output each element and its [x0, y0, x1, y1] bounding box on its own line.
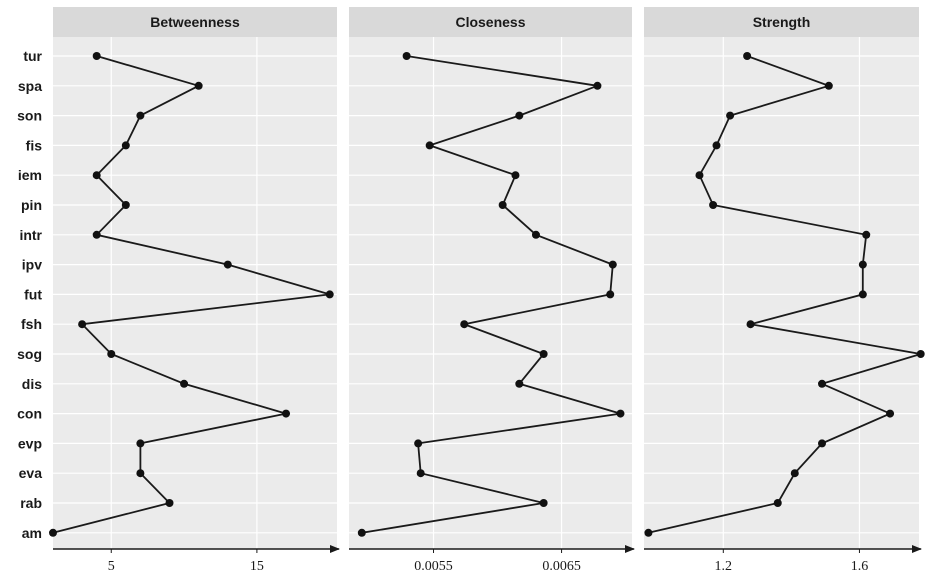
data-point-con: [616, 409, 625, 418]
panel-background: [349, 37, 632, 549]
panel-background: [53, 37, 337, 549]
data-point-iem: [695, 171, 704, 180]
category-label: ipv: [22, 257, 42, 273]
data-point-dis: [515, 379, 524, 388]
category-label: fsh: [21, 316, 42, 332]
data-point-son: [726, 111, 735, 120]
panel-title: Strength: [753, 14, 811, 30]
data-point-rab: [773, 499, 782, 507]
data-point-intr: [862, 230, 871, 239]
data-point-iem: [511, 171, 520, 180]
data-point-ipv: [608, 260, 617, 269]
data-point-iem: [92, 171, 101, 180]
data-point-fis: [712, 141, 721, 150]
panel-title: Closeness: [455, 14, 525, 30]
category-label: sog: [17, 346, 42, 362]
data-point-sog: [107, 350, 116, 358]
data-point-am: [49, 528, 57, 537]
x-tick-label: 5: [108, 559, 115, 574]
data-point-evp: [818, 439, 827, 448]
x-tick-label: 0.0065: [542, 559, 581, 574]
data-point-fis: [121, 141, 130, 150]
panel-title: Betweenness: [150, 14, 240, 30]
panel-background: [644, 37, 919, 549]
category-label: dis: [22, 376, 42, 392]
data-point-evp: [136, 439, 145, 448]
data-point-eva: [136, 469, 145, 478]
data-point-spa: [593, 81, 602, 90]
x-tick-label: 0.0055: [414, 559, 453, 574]
data-point-eva: [790, 469, 799, 478]
data-point-dis: [818, 379, 827, 388]
x-tick-label: 1.6: [851, 559, 869, 574]
data-point-intr: [531, 230, 540, 239]
data-point-spa: [194, 81, 203, 90]
y-axis-labels: tur spa son fis iem pin intr ipv fut fsh sog dis con…: [17, 48, 42, 541]
data-point-fsh: [746, 320, 755, 329]
data-point-dis: [180, 379, 189, 388]
data-point-tur: [743, 52, 752, 60]
data-point-pin: [498, 201, 507, 209]
data-point-fut: [606, 290, 615, 299]
data-point-spa: [824, 81, 833, 90]
category-label: con: [17, 406, 42, 422]
x-tick-label: 1.2: [715, 559, 733, 574]
category-label: fut: [24, 286, 42, 302]
panel-strength: Strength 1.2 1.6: [644, 7, 925, 574]
data-point-pin: [709, 201, 718, 209]
data-point-son: [515, 111, 524, 120]
category-label: eva: [19, 465, 43, 481]
data-point-fsh: [78, 320, 87, 329]
data-point-ipv: [858, 260, 867, 269]
data-point-tur: [92, 52, 101, 60]
data-point-fut: [858, 290, 867, 299]
category-label: tur: [23, 48, 42, 64]
data-point-rab: [165, 499, 174, 507]
data-point-sog: [916, 350, 925, 358]
data-point-evp: [414, 439, 423, 448]
panel-closeness: Closeness 0.0055 0.0065: [349, 7, 635, 574]
data-point-intr: [92, 230, 101, 239]
panel-betweenness: Betweenness 5 15: [49, 7, 340, 574]
data-point-fis: [425, 141, 434, 150]
category-label: son: [17, 108, 42, 124]
data-point-am: [357, 528, 366, 537]
data-point-fut: [325, 290, 334, 299]
category-label: rab: [20, 495, 42, 511]
category-label: fis: [26, 137, 43, 153]
data-point-am: [644, 528, 653, 537]
panel-strip: [644, 7, 919, 37]
panel-strip: [53, 7, 337, 37]
panel-strip: [349, 7, 632, 37]
category-label: evp: [18, 435, 42, 451]
category-label: spa: [18, 78, 42, 94]
category-label: pin: [21, 197, 42, 213]
x-tick-label: 15: [250, 559, 264, 574]
data-point-ipv: [223, 260, 232, 269]
category-label: intr: [19, 227, 42, 243]
data-point-tur: [402, 52, 411, 60]
category-label: iem: [18, 167, 42, 183]
data-point-con: [886, 409, 895, 418]
data-point-rab: [539, 499, 548, 507]
data-point-sog: [539, 350, 548, 358]
data-point-fsh: [460, 320, 469, 329]
data-point-pin: [121, 201, 130, 209]
data-point-son: [136, 111, 145, 120]
category-label: am: [22, 525, 42, 541]
data-point-con: [282, 409, 291, 418]
data-point-eva: [416, 469, 425, 478]
